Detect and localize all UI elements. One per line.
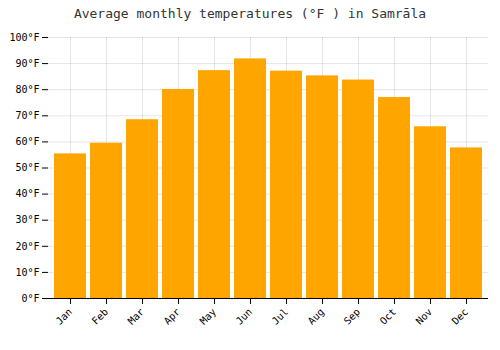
svg-text:90°F: 90°F [15, 58, 39, 69]
svg-text:Apr: Apr [162, 306, 183, 327]
svg-text:Mar: Mar [126, 306, 147, 327]
svg-text:20°F: 20°F [15, 241, 39, 252]
svg-text:50°F: 50°F [15, 162, 39, 173]
svg-text:80°F: 80°F [15, 84, 39, 95]
svg-text:Oct: Oct [378, 306, 399, 327]
svg-text:0°F: 0°F [21, 293, 39, 304]
svg-text:30°F: 30°F [15, 214, 39, 225]
svg-text:Jul: Jul [270, 306, 291, 327]
svg-text:40°F: 40°F [15, 188, 39, 199]
svg-text:70°F: 70°F [15, 110, 39, 121]
svg-text:Jun: Jun [234, 306, 255, 327]
html-text:Average monthly temperatures (: Average monthly temperatures (°F ) in Sa… [73, 6, 427, 21]
svg-text:Sep: Sep [342, 306, 363, 327]
svg-text:May: May [198, 306, 219, 327]
svg-text:100°F: 100°F [9, 32, 39, 43]
svg-text:60°F: 60°F [15, 136, 39, 147]
svg-text:Jan: Jan [54, 306, 75, 327]
svg-text:Feb: Feb [90, 306, 111, 327]
svg-text:Nov: Nov [414, 306, 435, 327]
svg-text:10°F: 10°F [15, 267, 39, 278]
svg-text:Dec: Dec [450, 306, 471, 327]
svg-text:Aug: Aug [306, 306, 327, 327]
